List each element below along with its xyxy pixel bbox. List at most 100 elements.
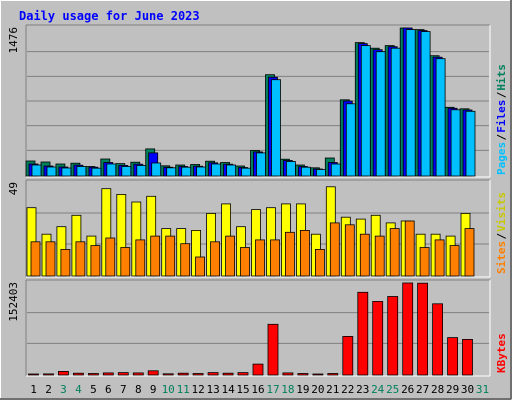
bar-sites-day-8: [135, 239, 146, 277]
bar-kbytes-day-19: [297, 373, 309, 376]
bar-kbytes-day-16: [252, 363, 264, 376]
bar-sites-day-10: [165, 235, 176, 277]
x-tick-label: 25: [386, 383, 399, 396]
y-max-label-visits_sites: 49: [7, 182, 20, 195]
x-tick-label: 30: [461, 383, 474, 396]
x-tick-label: 8: [135, 383, 142, 396]
x-tick-label: 3: [60, 383, 67, 396]
bar-pages-day-1: [31, 164, 42, 177]
bar-pages-day-10: [166, 167, 177, 177]
x-tick-label: 1: [30, 383, 37, 396]
bar-sites-day-25: [389, 228, 400, 277]
bar-kbytes-day-13: [207, 372, 219, 376]
bar-sites-day-22: [344, 224, 355, 277]
bar-kbytes-day-29: [447, 337, 459, 376]
bar-sites-day-12: [195, 256, 206, 277]
bar-pages-day-5: [91, 167, 102, 177]
bar-sites-day-19: [299, 229, 310, 277]
bar-pages-day-28: [435, 58, 446, 177]
bar-pages-day-8: [136, 165, 147, 177]
bar-kbytes-day-27: [417, 282, 429, 376]
bar-sites-day-27: [419, 247, 430, 277]
bar-kbytes-day-10: [162, 373, 174, 376]
bar-kbytes-day-28: [432, 303, 444, 376]
bar-pages-day-19: [300, 166, 311, 177]
legend-sites: Sites: [495, 241, 508, 274]
bar-kbytes-day-14: [222, 372, 234, 376]
x-tick-label: 17: [266, 383, 279, 396]
bar-pages-day-7: [121, 166, 132, 177]
bar-sites-day-16: [255, 239, 265, 277]
bar-pages-day-17: [271, 79, 281, 177]
legend-hits: Hits: [495, 64, 508, 91]
x-axis-labels: 1 2 3 4 5 6 7 8 9 10 11 12 13 14 15 16 17 18 19 20 21 22 23 24 2…: [30, 383, 489, 396]
series-kbytes: [28, 282, 473, 376]
bar-sites-day-17: [270, 239, 280, 277]
bar-kbytes-day-24: [372, 300, 384, 376]
legend-separator: /: [495, 233, 508, 240]
x-tick-label: 12: [191, 383, 204, 396]
x-tick-label: 4: [75, 383, 82, 396]
bar-sites-day-26: [404, 220, 415, 277]
x-tick-label: 5: [90, 383, 97, 396]
bar-kbytes-day-9: [147, 370, 159, 376]
bar-sites-day-30: [464, 228, 475, 277]
bar-sites-day-9: [150, 235, 161, 277]
bar-pages-day-26: [405, 29, 416, 177]
x-tick-label: 16: [251, 383, 264, 396]
bar-sites-day-29: [449, 245, 460, 277]
bar-pages-day-12: [196, 166, 207, 177]
chart-panels: 1476 49 152403: [7, 24, 491, 377]
panel-kbytes: 152403: [7, 279, 491, 377]
bar-sites-day-15: [240, 247, 250, 277]
x-tick-label: 9: [150, 383, 157, 396]
legend-pages: Pages: [495, 142, 508, 175]
bar-kbytes-day-15: [237, 372, 249, 376]
x-tick-label: 14: [221, 383, 235, 396]
x-tick-label: 11: [177, 383, 190, 396]
bar-kbytes-day-17: [267, 323, 279, 376]
bar-kbytes-day-5: [88, 373, 99, 376]
bar-sites-day-28: [434, 239, 445, 277]
bar-pages-day-18: [285, 161, 296, 177]
bar-kbytes-day-1: [28, 373, 39, 376]
bar-pages-day-20: [315, 169, 326, 177]
bar-sites-day-7: [120, 247, 131, 277]
bar-pages-day-3: [61, 167, 72, 177]
legend-files: Files: [495, 100, 508, 133]
x-tick-label: 13: [206, 383, 219, 396]
bar-pages-day-9: [151, 162, 162, 177]
bar-sites-day-18: [284, 231, 295, 277]
bar-kbytes-day-2: [43, 373, 54, 376]
x-tick-label: 27: [416, 383, 429, 396]
bar-sites-day-23: [359, 233, 370, 277]
bar-pages-day-22: [345, 103, 356, 177]
bar-pages-day-4: [76, 166, 87, 177]
bar-kbytes-day-20: [312, 373, 324, 376]
bar-sites-day-21: [329, 222, 340, 277]
bar-sites-day-11: [180, 243, 191, 277]
x-tick-label: 21: [326, 383, 339, 396]
bar-pages-day-14: [226, 164, 237, 177]
bar-sites-day-2: [45, 241, 56, 277]
x-tick-label: 18: [281, 383, 294, 396]
bar-pages-day-29: [450, 109, 461, 177]
x-tick-label: 28: [431, 383, 444, 396]
x-tick-label: 10: [162, 383, 175, 396]
x-tick-label: 26: [401, 383, 414, 396]
bar-sites-day-3: [60, 248, 71, 277]
bar-kbytes-day-22: [342, 335, 354, 376]
legend-kbytes: KBytes: [495, 333, 508, 373]
bar-kbytes-day-3: [58, 370, 69, 376]
bar-sites-day-6: [105, 237, 116, 277]
bar-kbytes-day-7: [117, 372, 129, 376]
x-tick-label: 20: [311, 383, 324, 396]
bar-kbytes-day-18: [282, 372, 294, 376]
bar-pages-day-27: [420, 31, 431, 177]
x-tick-label: 15: [236, 383, 249, 396]
bar-kbytes-day-21: [327, 373, 339, 376]
x-tick-label: 23: [356, 383, 369, 396]
bar-pages-day-25: [390, 47, 401, 177]
